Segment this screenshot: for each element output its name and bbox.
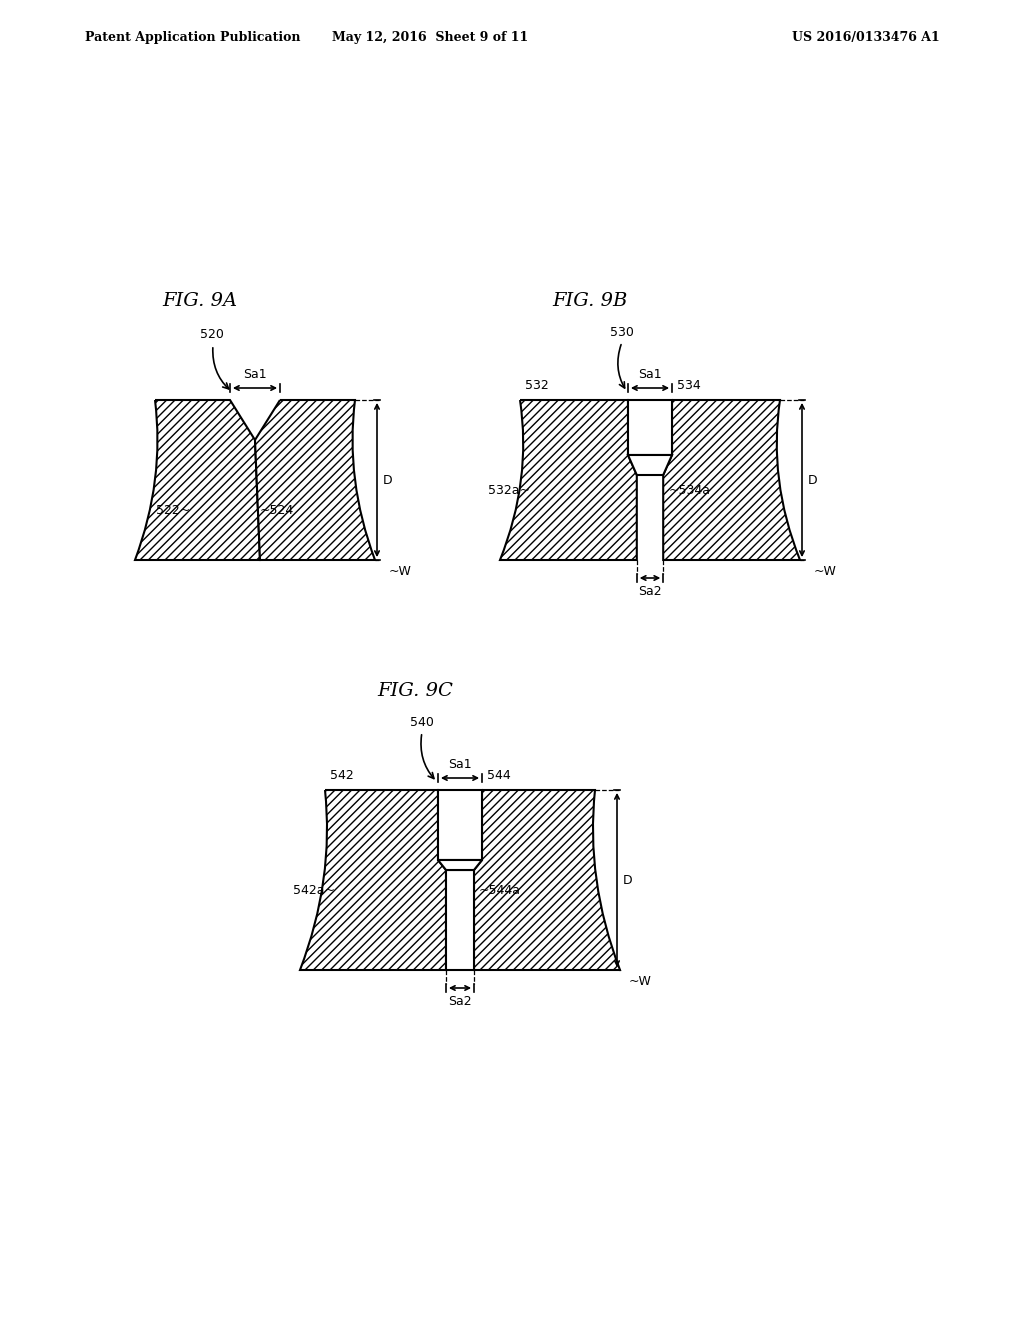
Text: US 2016/0133476 A1: US 2016/0133476 A1 xyxy=(793,30,940,44)
Text: ~534a: ~534a xyxy=(669,483,711,496)
Text: ~544a: ~544a xyxy=(479,883,521,896)
Text: 522~: 522~ xyxy=(156,503,190,516)
PathPatch shape xyxy=(664,400,800,560)
PathPatch shape xyxy=(255,400,375,560)
Bar xyxy=(438,789,482,861)
Text: Sa2: Sa2 xyxy=(638,585,662,598)
Text: 534: 534 xyxy=(677,379,700,392)
Text: FIG. 9C: FIG. 9C xyxy=(377,682,453,700)
Bar xyxy=(446,870,474,970)
Text: 542: 542 xyxy=(330,770,353,781)
Text: 542a~: 542a~ xyxy=(293,883,335,896)
Bar xyxy=(628,400,672,455)
Text: 520: 520 xyxy=(200,329,224,342)
Text: D: D xyxy=(383,474,392,487)
PathPatch shape xyxy=(500,400,637,560)
Text: 544: 544 xyxy=(487,770,511,781)
Text: May 12, 2016  Sheet 9 of 11: May 12, 2016 Sheet 9 of 11 xyxy=(332,30,528,44)
Text: 540: 540 xyxy=(410,715,434,729)
Polygon shape xyxy=(438,861,482,870)
Text: D: D xyxy=(623,874,633,887)
PathPatch shape xyxy=(300,789,446,970)
Text: 532: 532 xyxy=(525,379,549,392)
Text: Sa1: Sa1 xyxy=(638,368,662,381)
Text: ~W: ~W xyxy=(389,565,412,578)
Text: Sa1: Sa1 xyxy=(449,758,472,771)
Text: ~W: ~W xyxy=(629,975,652,987)
Text: D: D xyxy=(808,474,817,487)
Text: 532a~: 532a~ xyxy=(488,483,530,496)
PathPatch shape xyxy=(474,789,620,970)
Text: 530: 530 xyxy=(610,326,634,338)
Text: Patent Application Publication: Patent Application Publication xyxy=(85,30,300,44)
Text: ~524: ~524 xyxy=(260,503,294,516)
Polygon shape xyxy=(628,455,672,475)
Text: Sa2: Sa2 xyxy=(449,995,472,1008)
PathPatch shape xyxy=(135,400,260,560)
Text: FIG. 9B: FIG. 9B xyxy=(552,292,628,310)
Text: ~W: ~W xyxy=(814,565,837,578)
Text: FIG. 9A: FIG. 9A xyxy=(163,292,238,310)
Text: Sa1: Sa1 xyxy=(243,368,267,381)
